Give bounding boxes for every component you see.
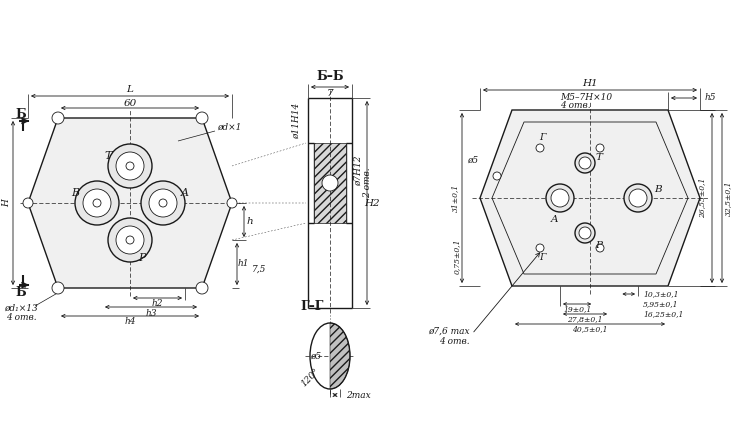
Text: P: P: [138, 253, 146, 263]
Text: 26,55±0,1: 26,55±0,1: [698, 178, 706, 218]
Text: h4: h4: [124, 318, 136, 326]
Circle shape: [126, 162, 134, 170]
Circle shape: [493, 172, 501, 180]
Text: 7,5: 7,5: [252, 265, 267, 273]
Circle shape: [629, 189, 647, 207]
Text: h5: h5: [705, 93, 716, 102]
Text: P: P: [595, 240, 603, 250]
Text: B: B: [71, 188, 79, 198]
Text: Б–Б: Б–Б: [317, 70, 344, 82]
Text: Г: Г: [539, 254, 545, 262]
Text: 31±0,1: 31±0,1: [451, 184, 459, 212]
Text: 2max: 2max: [346, 391, 371, 399]
Text: М5–7Н×10: М5–7Н×10: [560, 92, 612, 102]
Text: ø5: ø5: [311, 352, 322, 360]
Text: 2 отв.: 2 отв.: [363, 168, 372, 198]
Text: 4 отв.: 4 отв.: [439, 336, 470, 346]
Circle shape: [141, 181, 185, 225]
Text: Г: Г: [539, 134, 545, 142]
Text: 0,75±0,1: 0,75±0,1: [453, 238, 461, 274]
Circle shape: [575, 223, 595, 243]
Text: h1: h1: [237, 259, 249, 268]
Text: Б: Б: [16, 107, 26, 120]
Text: ød₁×13: ød₁×13: [4, 304, 38, 312]
Text: h2: h2: [152, 300, 163, 308]
Text: H1: H1: [583, 80, 598, 88]
Text: 40,5±0,1: 40,5±0,1: [572, 325, 608, 333]
Circle shape: [52, 282, 64, 294]
Text: 16,25±0,1: 16,25±0,1: [643, 310, 684, 318]
Circle shape: [108, 218, 152, 262]
Circle shape: [108, 144, 152, 188]
Polygon shape: [480, 110, 700, 286]
Circle shape: [596, 244, 604, 252]
Text: T: T: [104, 151, 111, 161]
Circle shape: [52, 112, 64, 124]
Text: 5,95±0,1: 5,95±0,1: [643, 300, 678, 308]
Text: 10,3±0,1: 10,3±0,1: [643, 290, 678, 298]
Text: 19±0,1: 19±0,1: [563, 305, 591, 313]
Circle shape: [126, 236, 134, 244]
Text: Г–Г: Г–Г: [300, 300, 324, 312]
Text: h3: h3: [145, 308, 157, 318]
Text: 4 отв.: 4 отв.: [6, 314, 36, 322]
Circle shape: [536, 144, 544, 152]
Text: 60: 60: [123, 99, 137, 107]
Circle shape: [579, 227, 591, 239]
Circle shape: [196, 282, 208, 294]
Circle shape: [23, 198, 33, 208]
Text: ød×1: ød×1: [217, 123, 241, 131]
Circle shape: [575, 153, 595, 173]
Text: h: h: [247, 217, 253, 226]
Circle shape: [159, 199, 167, 207]
Text: 120°: 120°: [299, 367, 321, 389]
Circle shape: [149, 189, 177, 217]
Circle shape: [93, 199, 101, 207]
Circle shape: [322, 175, 338, 191]
Circle shape: [546, 184, 574, 212]
Text: A: A: [551, 215, 559, 225]
Circle shape: [536, 244, 544, 252]
Text: Б: Б: [16, 286, 26, 299]
Bar: [314, 143, 346, 223]
Circle shape: [116, 226, 144, 254]
Text: ø7H12: ø7H12: [354, 156, 363, 186]
Circle shape: [196, 112, 208, 124]
Text: H2: H2: [364, 198, 380, 208]
Circle shape: [551, 189, 569, 207]
Text: H: H: [2, 199, 11, 207]
Polygon shape: [330, 323, 350, 389]
Text: 32,5±0,1: 32,5±0,1: [724, 180, 732, 216]
Text: B: B: [654, 186, 662, 194]
Text: 27,8±0,1: 27,8±0,1: [567, 315, 603, 323]
Circle shape: [579, 157, 591, 169]
Text: ø5: ø5: [467, 155, 478, 165]
Circle shape: [75, 181, 119, 225]
Text: T: T: [596, 152, 603, 162]
Circle shape: [116, 152, 144, 180]
Polygon shape: [28, 118, 232, 288]
Circle shape: [83, 189, 111, 217]
Text: ø11H14: ø11H14: [291, 102, 300, 138]
Circle shape: [624, 184, 652, 212]
Circle shape: [596, 144, 604, 152]
Text: 7: 7: [327, 88, 334, 98]
Text: 4 отв.: 4 отв.: [560, 102, 591, 110]
Text: ø7,6 max: ø7,6 max: [429, 326, 470, 336]
Text: L: L: [126, 85, 134, 95]
Text: A: A: [181, 188, 189, 198]
Circle shape: [227, 198, 237, 208]
